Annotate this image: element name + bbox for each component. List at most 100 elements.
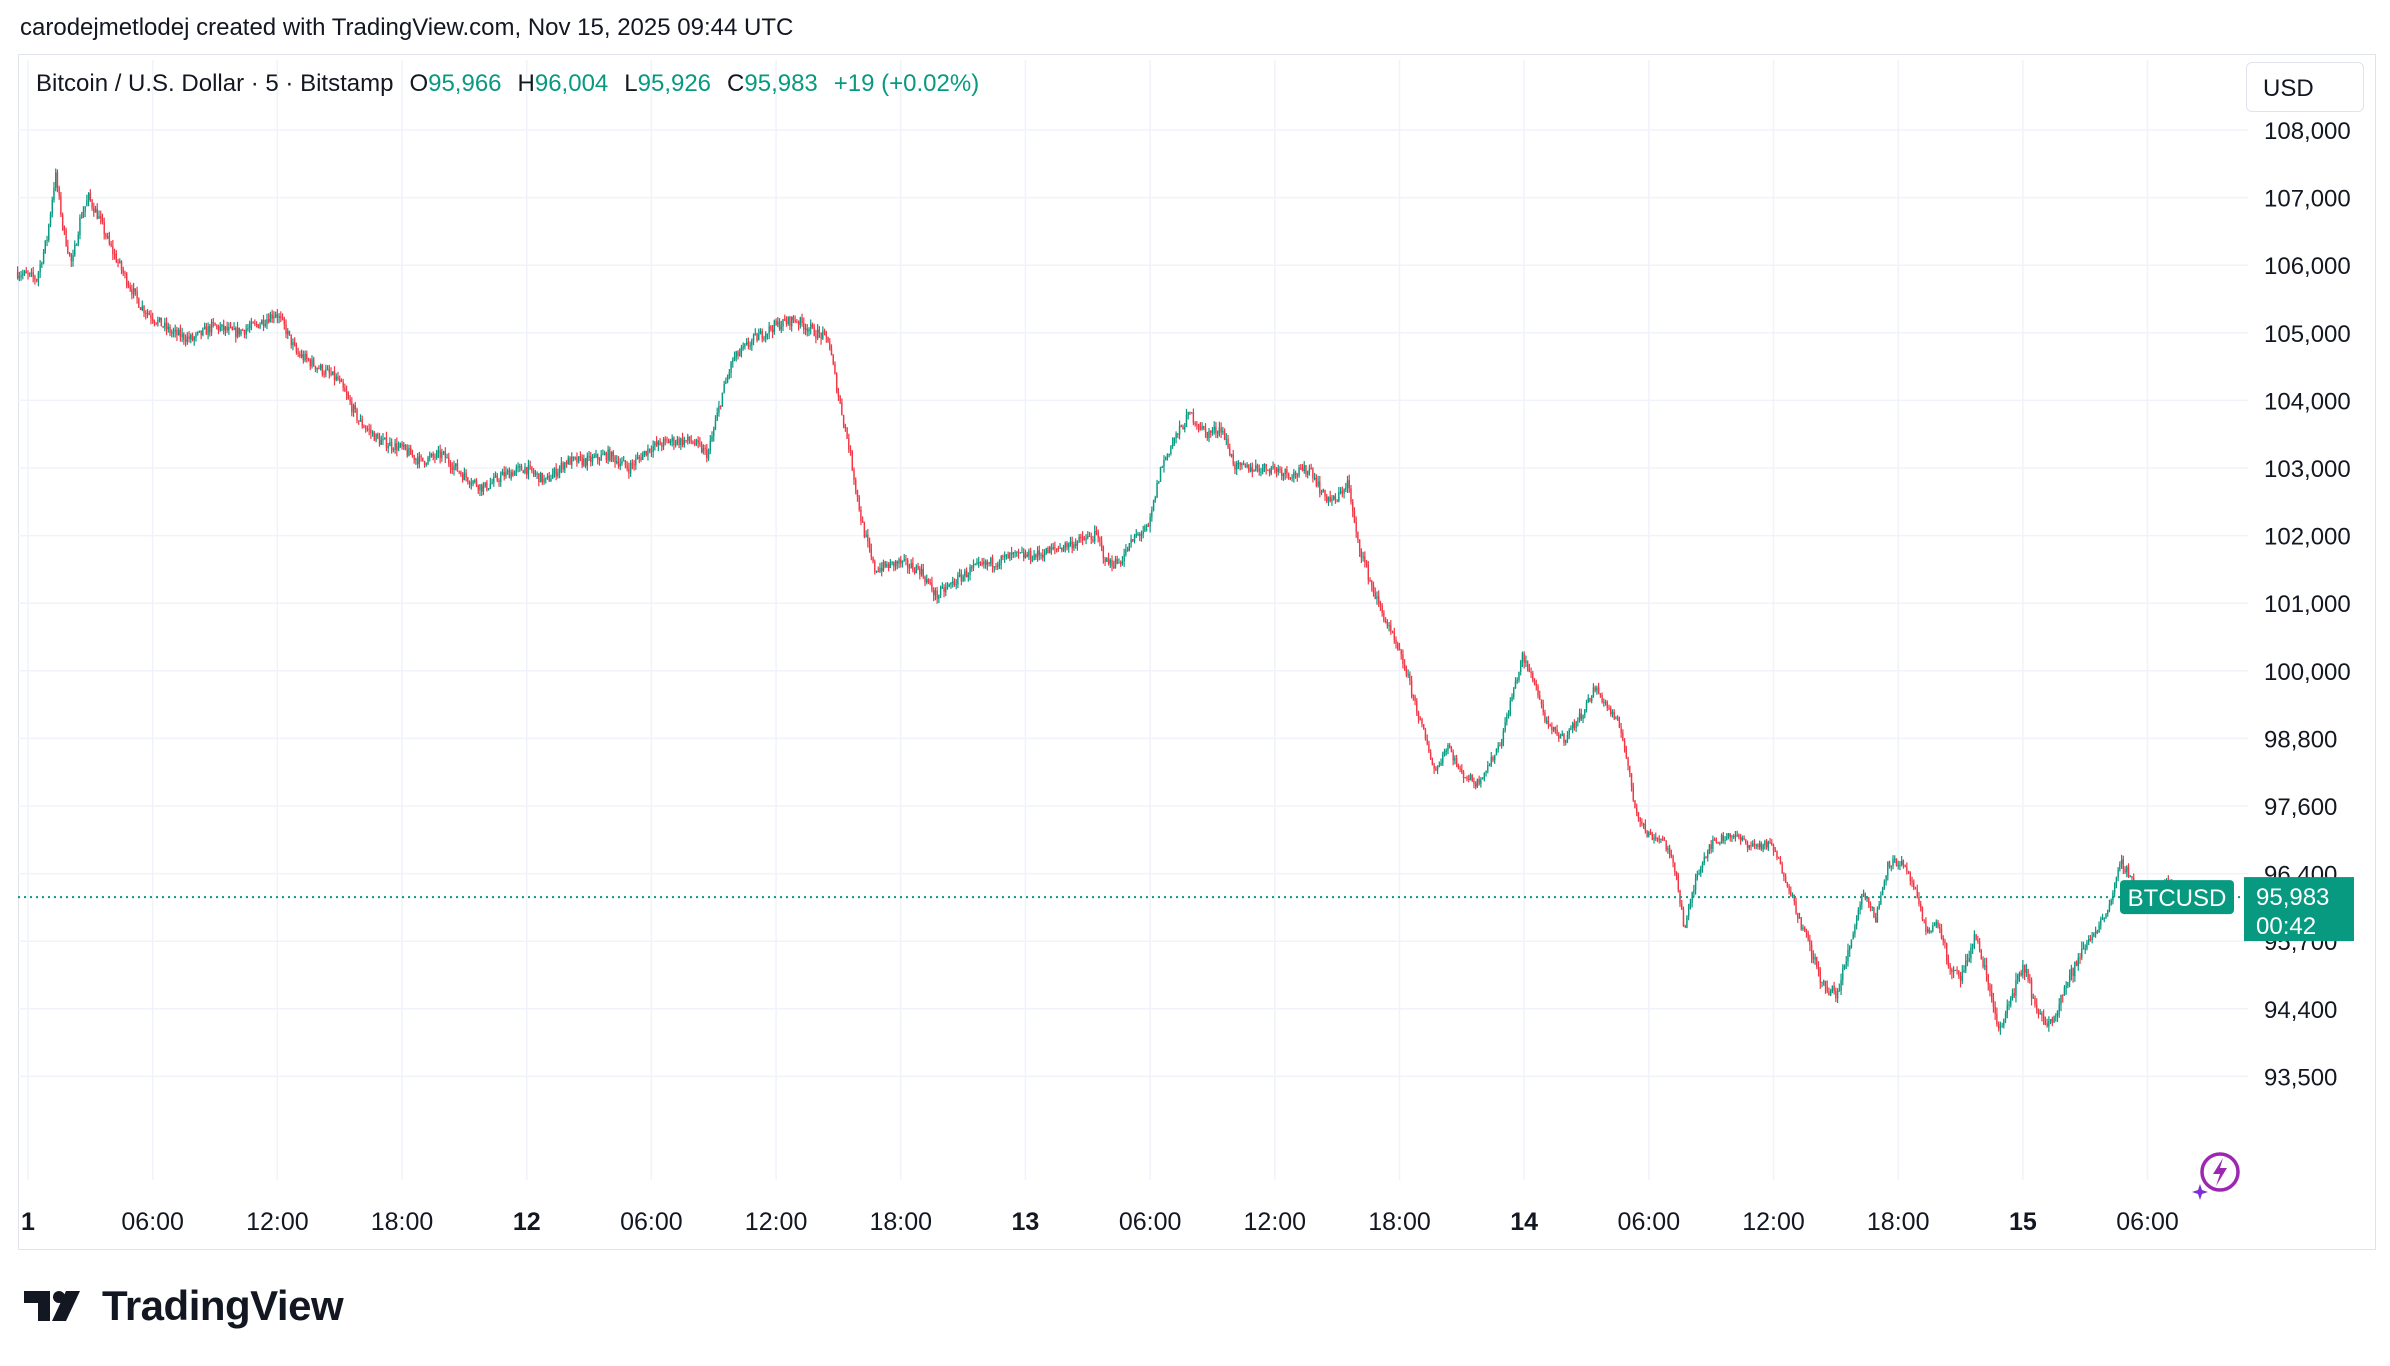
candle-body xyxy=(1829,990,1832,996)
time-tick-label: 18:00 xyxy=(869,1208,932,1236)
candle-body xyxy=(1696,874,1699,879)
candle-body xyxy=(1597,687,1600,694)
candle-body xyxy=(326,369,329,371)
candle-body xyxy=(579,456,582,458)
symbol-title[interactable]: Bitcoin / U.S. Dollar · 5 · Bitstamp xyxy=(36,70,394,97)
time-tick-label: 12:00 xyxy=(1742,1208,1805,1236)
candle-body xyxy=(193,337,195,341)
candle-body xyxy=(1473,781,1475,784)
candle-body xyxy=(969,567,971,575)
candle-body xyxy=(224,326,227,331)
candle-body xyxy=(1326,496,1328,502)
candle-body xyxy=(200,330,202,336)
candle-body xyxy=(526,467,528,475)
candle-body xyxy=(1100,541,1103,547)
candle-body xyxy=(494,475,497,478)
candle-body xyxy=(1803,927,1806,930)
candle-body xyxy=(269,314,272,323)
candle-body xyxy=(1675,871,1678,876)
candle-body xyxy=(486,482,488,490)
candle-body xyxy=(635,459,637,465)
candle-body xyxy=(855,479,857,491)
candle-body xyxy=(174,329,176,332)
candle-body xyxy=(716,412,718,421)
candle-body xyxy=(134,288,137,292)
candle-body xyxy=(351,402,353,413)
candle-body xyxy=(1736,834,1738,836)
sparkle-lightning-icon[interactable] xyxy=(2190,1146,2246,1202)
price-tag-countdown: 00:42 xyxy=(2256,913,2316,940)
chart-frame[interactable] xyxy=(18,54,2376,1250)
candle-body xyxy=(129,286,131,290)
candle-body xyxy=(1149,517,1151,527)
candle-body xyxy=(610,451,613,461)
candle-body xyxy=(231,327,234,330)
candle-body xyxy=(1585,702,1588,710)
candle-body xyxy=(1391,631,1394,633)
candle-body xyxy=(138,298,140,308)
candle-body xyxy=(30,272,33,274)
candle-body xyxy=(184,339,187,342)
candle-body xyxy=(302,354,305,361)
candle-body xyxy=(1073,544,1075,549)
candle-body xyxy=(292,342,294,346)
candle-body xyxy=(413,455,415,460)
candle-body xyxy=(943,587,945,593)
candle-body xyxy=(1230,454,1233,456)
candle-body xyxy=(621,461,623,464)
candle-body xyxy=(1483,772,1486,779)
candle-body xyxy=(2131,876,2133,879)
candle-body xyxy=(1732,836,1735,838)
candle-body xyxy=(1407,674,1409,676)
candle-body xyxy=(584,458,587,466)
candle-body xyxy=(642,454,644,460)
candle-body xyxy=(1443,750,1446,755)
candle-body xyxy=(1378,596,1380,603)
candle-body xyxy=(919,568,921,575)
price-chart[interactable]: 108,000 107,000 106,000 105,000 104,000 103,0… xyxy=(0,0,2390,1250)
tradingview-logo[interactable]: TradingView xyxy=(24,1282,344,1330)
candle-body xyxy=(979,562,982,564)
candle-body xyxy=(49,213,52,225)
candle-body xyxy=(1750,845,1752,847)
candle-body xyxy=(797,322,800,325)
candle-body xyxy=(945,587,947,593)
candle-body xyxy=(834,364,836,374)
candle-body xyxy=(844,424,847,429)
candle-body xyxy=(742,346,744,348)
candle-body xyxy=(1571,723,1574,729)
candle-body xyxy=(1649,832,1652,835)
low-value: 95,926 xyxy=(637,70,712,97)
candle-body xyxy=(2074,961,2076,977)
candle-body xyxy=(1720,835,1723,844)
candle-body xyxy=(456,463,459,472)
candle-body xyxy=(1379,602,1382,605)
candle-body xyxy=(1590,696,1593,702)
candle-body xyxy=(1911,880,1913,883)
time-tick-label: 12:00 xyxy=(246,1208,309,1236)
candle-body xyxy=(1928,929,1931,933)
candle-body xyxy=(1237,462,1240,464)
candle-body xyxy=(912,563,914,571)
candle-body xyxy=(1890,865,1892,867)
candle-body xyxy=(2016,976,2019,981)
candle-body xyxy=(304,353,306,361)
candle-body xyxy=(458,471,460,473)
candle-body xyxy=(72,255,74,262)
candle-body xyxy=(297,352,299,354)
candle-body xyxy=(633,464,635,466)
candle-body xyxy=(1681,903,1683,910)
candle-body xyxy=(1393,632,1395,641)
candle-body xyxy=(1372,585,1375,593)
candle-body xyxy=(333,371,336,380)
candle-body xyxy=(1855,919,1858,926)
candle-body xyxy=(700,444,703,453)
candle-body xyxy=(597,454,599,460)
candle-body xyxy=(1978,941,1981,951)
candle-body xyxy=(1937,921,1939,928)
candle-body xyxy=(1194,422,1196,425)
candle-body xyxy=(1106,558,1108,562)
tradingview-logo-icon xyxy=(24,1291,80,1321)
currency-button[interactable]: USD xyxy=(2246,62,2364,112)
candle-body xyxy=(887,564,890,569)
